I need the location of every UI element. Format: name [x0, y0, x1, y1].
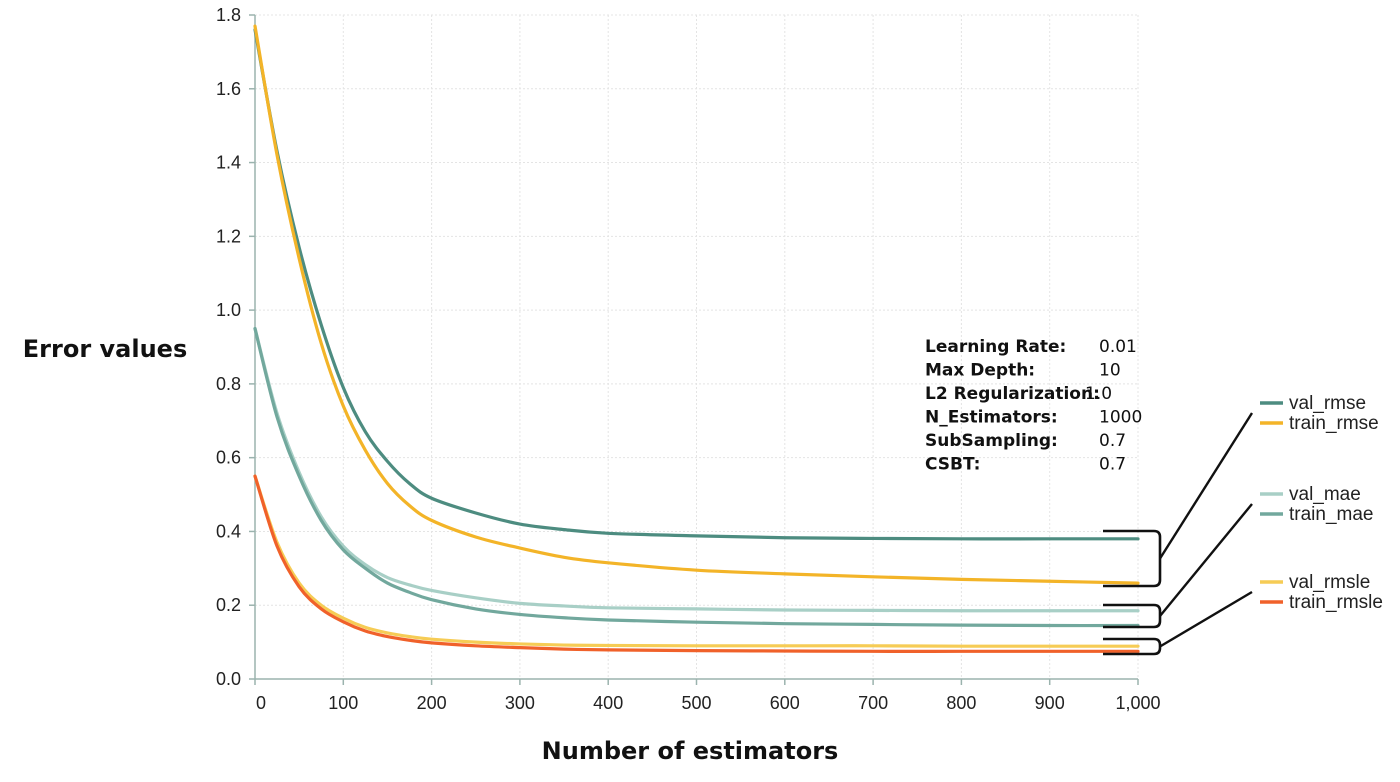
- y-tick-label: 1.6: [216, 79, 241, 99]
- y-tick-label: 0.6: [216, 448, 241, 468]
- param-value: 0.01: [1099, 337, 1137, 357]
- param-value: 0.7: [1099, 455, 1126, 475]
- series-line-val_rmse: [253, 28, 1140, 541]
- param-key: Max Depth:: [925, 361, 1035, 381]
- x-tick-label: 500: [681, 693, 711, 713]
- y-tick-label: 1.0: [216, 300, 241, 320]
- y-tick-label: 1.8: [216, 5, 241, 25]
- y-tick-label: 0.4: [216, 521, 241, 541]
- legend-label-val_mae: val_mae: [1289, 484, 1361, 505]
- y-tick-label: 0.2: [216, 595, 241, 615]
- param-key: Learning Rate:: [925, 337, 1066, 357]
- x-tick-label: 900: [1035, 693, 1065, 713]
- y-axis-title: Error values: [23, 335, 187, 363]
- x-tick-label: 800: [946, 693, 976, 713]
- y-tick-label: 1.4: [216, 153, 241, 173]
- legend-connector: [1159, 503, 1253, 617]
- legend-label-val_rmsle: val_rmsle: [1289, 572, 1370, 593]
- x-tick-label: 300: [505, 693, 535, 713]
- legend-label-val_rmse: val_rmse: [1289, 393, 1366, 414]
- chart-grid: [255, 14, 1139, 679]
- legend-connector: [1158, 412, 1254, 560]
- y-tick-label: 0.0: [216, 669, 241, 689]
- param-value: 10: [1099, 361, 1121, 381]
- x-tick-label: 200: [417, 693, 447, 713]
- x-tick-label: 600: [770, 693, 800, 713]
- param-key: N_Estimators:: [925, 408, 1058, 428]
- legend-bracket: [1103, 603, 1162, 629]
- param-key: CSBT:: [925, 455, 980, 475]
- legend-brackets: [1103, 412, 1254, 656]
- x-tick-label: 1,000: [1115, 693, 1160, 713]
- y-tick-label: 1.2: [216, 226, 241, 246]
- x-axis-title: Number of estimators: [542, 737, 839, 765]
- series-line-train_mae: [253, 326, 1140, 628]
- param-value: 1000: [1099, 408, 1142, 428]
- param-key: L2 Regularization:: [925, 384, 1100, 404]
- legend-label-train_rmse: train_rmse: [1289, 413, 1379, 434]
- y-tick-label: 0.8: [216, 374, 241, 394]
- legend-connector: [1159, 590, 1253, 648]
- param-value: 1.0: [1085, 384, 1112, 404]
- param-value: 0.7: [1099, 431, 1126, 451]
- series-line-train_rmse: [253, 24, 1140, 585]
- x-tick-label: 100: [328, 693, 358, 713]
- chart-axes: 0.0 0.2 0.4 0.6 0.8 1.0 1.2 1.4 1.6 1.8 0 100 200 300…: [216, 5, 1161, 713]
- series-line-val_mae: [253, 326, 1140, 613]
- params-box: Learning Rate: 0.01 Max Depth: 10 L2 Regular…: [925, 337, 1142, 475]
- legend-label-train_mae: train_mae: [1289, 504, 1374, 525]
- x-tick-label: 400: [593, 693, 623, 713]
- legend-label-train_rmsle: train_rmsle: [1289, 592, 1383, 613]
- x-tick-label: 0: [256, 693, 266, 713]
- series-line-train_rmsle: [253, 474, 1140, 653]
- x-tick-label: 700: [858, 693, 888, 713]
- param-key: SubSampling:: [925, 431, 1058, 451]
- chart-series: [253, 24, 1140, 653]
- series-line-val_rmsle: [253, 474, 1140, 648]
